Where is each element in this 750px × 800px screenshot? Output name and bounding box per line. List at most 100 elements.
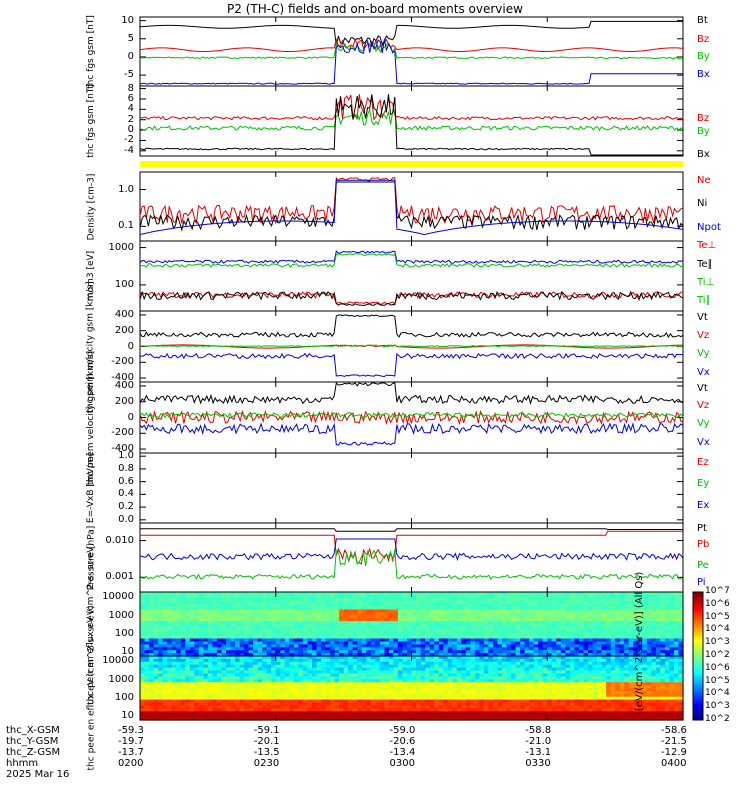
panel-frame-peem_v xyxy=(139,381,684,454)
legend-Ex: Ex xyxy=(697,500,710,511)
ytick-peim_v: -200 xyxy=(111,356,134,368)
colorbar-tick: 10^6 xyxy=(705,598,730,609)
panel-frame-fgs xyxy=(139,16,684,87)
legend-Bx: Bx xyxy=(697,69,710,80)
orbit-value: 0330 xyxy=(525,758,551,769)
colorbar-tick: 10^3 xyxy=(705,701,730,712)
spectrogram-peir xyxy=(140,592,684,657)
ytick-peer: 100 xyxy=(114,692,134,704)
ytick-peir: 10 xyxy=(121,646,134,658)
ytick-fgs_gse: -4 xyxy=(124,144,134,156)
series-Npot xyxy=(139,179,684,236)
ytick-fgs_gse: 8 xyxy=(127,82,134,94)
series-Vy xyxy=(139,344,684,348)
series-Vt xyxy=(139,314,684,338)
series-Ne xyxy=(139,176,684,225)
series-Vx xyxy=(139,422,684,446)
legend-Pi: Pi xyxy=(697,577,706,588)
colorbar-tick: 10^6 xyxy=(705,662,730,673)
series-Vz xyxy=(139,344,683,349)
ytick-fgs: 0 xyxy=(127,50,134,62)
legend-Vt: Vt xyxy=(697,383,708,394)
orbit-label: thc_Y-GSM xyxy=(6,736,59,747)
ytick-fgs: -5 xyxy=(124,69,134,81)
legend-Vy: Vy xyxy=(697,348,710,359)
ytick-efield: 1.0 xyxy=(118,450,134,462)
legend-Ni: Ni xyxy=(697,198,708,209)
orbit-label: thc_X-GSM xyxy=(6,725,60,736)
ytick-fgs_gse: -2 xyxy=(124,134,134,146)
colorbar-tick: 10^4 xyxy=(705,624,730,635)
series-Vz xyxy=(139,409,684,426)
ytick-density: 0.1 xyxy=(118,220,134,232)
orbit-label: thc_Z-GSM xyxy=(6,747,61,758)
series-Pb xyxy=(140,530,683,565)
ytick-fgs_gse: 6 xyxy=(127,92,134,104)
ylabel-text-peer: thc peer en eflux eV (cm^2-s- sr-eV) xyxy=(86,605,97,771)
plot-title: P2 (TH-C) fields and on-board moments ov… xyxy=(227,2,523,16)
legend-Bx: Bx xyxy=(697,149,710,160)
orbit-value: -12.9 xyxy=(661,747,687,758)
series-Vy xyxy=(139,411,684,419)
panel-frame-efield xyxy=(139,452,684,524)
orbit-value: -13.7 xyxy=(118,747,144,758)
ytick-fgs: 10 xyxy=(121,14,134,26)
ytick-efield: 0.8 xyxy=(118,462,134,474)
legend-Vy: Vy xyxy=(697,418,710,429)
colorbar-tick: 10^7 xyxy=(705,586,730,596)
ytick-temp: 100 xyxy=(114,278,134,290)
orbit-value: -19.7 xyxy=(118,736,144,747)
orbit-value: 0230 xyxy=(253,758,280,769)
legend-Ti⊥: Ti⊥ xyxy=(697,277,715,288)
series-By xyxy=(139,107,684,132)
orbit-label: 2025 Mar 16 xyxy=(6,769,70,780)
ytick-peim_v: -400 xyxy=(111,372,134,384)
ylabel-peer: thc peer en eflux eV (cm^2-s- sr-eV) xyxy=(56,606,126,771)
series-Bz xyxy=(139,94,684,121)
legend-Pb: Pb xyxy=(697,539,710,550)
legend-Bz: Bz xyxy=(697,113,710,124)
legend-Npot: Npot xyxy=(697,222,721,233)
quality-flag-bar xyxy=(140,161,683,167)
series-Vx xyxy=(139,352,684,378)
series-Bt xyxy=(139,20,683,48)
orbit-value: -59.1 xyxy=(253,725,280,736)
series-Bx xyxy=(139,38,683,85)
ytick-fgs: 5 xyxy=(127,32,134,44)
legend-Vz: Vz xyxy=(697,330,710,341)
legend-Vt: Vt xyxy=(697,312,708,323)
colorbar-tick: 10^5 xyxy=(705,675,730,686)
ytick-density: 1.0 xyxy=(118,183,134,195)
legend-Ez: Ez xyxy=(697,457,709,468)
spectrogram-peer xyxy=(140,656,684,721)
orbit-value: -20.1 xyxy=(253,736,280,747)
ytick-fgs_gse: 4 xyxy=(127,103,134,115)
colorbar-tick: 10^2 xyxy=(705,650,730,660)
legend-Pt: Pt xyxy=(697,523,707,534)
colorbar xyxy=(692,591,704,721)
ytick-peer: 10 xyxy=(121,710,134,722)
orbit-value: -13.4 xyxy=(389,747,416,758)
legend-Ti∥: Ti∥ xyxy=(697,295,711,306)
ytick-peir: 1000 xyxy=(108,609,134,621)
legend-Bt: Bt xyxy=(697,15,708,26)
legend-Ne: Ne xyxy=(697,175,711,186)
ytick-fgs_gse: 0 xyxy=(127,124,134,136)
ytick-pressure: 0.001 xyxy=(105,571,134,583)
legend-Pe: Pe xyxy=(697,560,709,571)
colorbar-label: [eV/(cm^2-s-sr-eV)] (All Qs) xyxy=(634,572,740,796)
orbit-value: -59.3 xyxy=(118,725,144,736)
series-Ti-par xyxy=(139,253,683,268)
ytick-peer: 1000 xyxy=(108,673,134,685)
orbit-value: 0400 xyxy=(661,758,687,769)
ytick-peim_v: 0 xyxy=(127,340,134,352)
series-Ti-perp xyxy=(139,250,684,264)
panel-frame-fgs_gse xyxy=(139,85,684,157)
orbit-value: -21.5 xyxy=(661,736,687,747)
ytick-peem_v: -200 xyxy=(111,427,134,439)
orbit-value: -58.8 xyxy=(525,725,552,736)
legend-Bz: Bz xyxy=(697,34,710,45)
series-Pe xyxy=(139,549,684,580)
